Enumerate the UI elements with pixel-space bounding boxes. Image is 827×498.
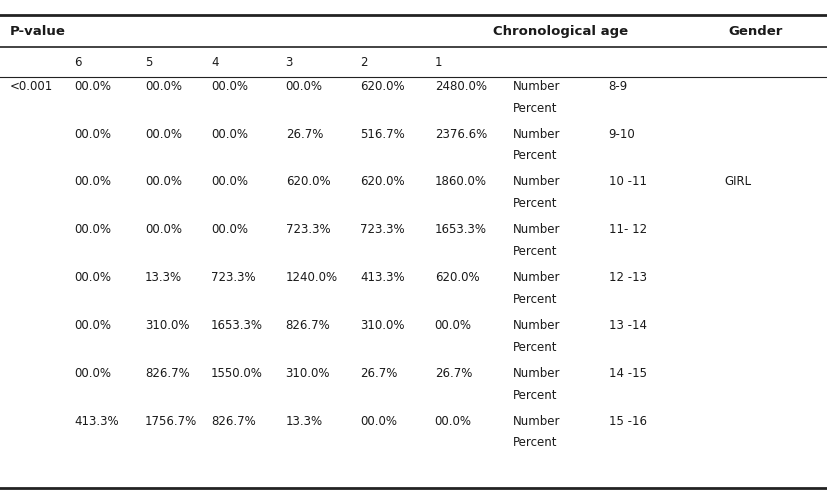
Text: Percent: Percent xyxy=(513,197,557,210)
Text: 310.0%: 310.0% xyxy=(145,319,189,332)
Text: 00.0%: 00.0% xyxy=(211,223,248,236)
Text: 723.3%: 723.3% xyxy=(360,223,404,236)
Text: 620.0%: 620.0% xyxy=(434,271,479,284)
Text: 00.0%: 00.0% xyxy=(74,80,112,93)
Text: 14 -15: 14 -15 xyxy=(608,367,646,379)
Text: 13 -14: 13 -14 xyxy=(608,319,646,332)
Text: Number: Number xyxy=(513,319,560,332)
Text: 723.3%: 723.3% xyxy=(285,223,330,236)
Text: Gender: Gender xyxy=(728,24,782,38)
Text: 2480.0%: 2480.0% xyxy=(434,80,486,93)
Text: 13.3%: 13.3% xyxy=(285,414,323,427)
Text: 11- 12: 11- 12 xyxy=(608,223,646,236)
Text: 620.0%: 620.0% xyxy=(360,80,404,93)
Text: 3: 3 xyxy=(285,56,293,69)
Text: 826.7%: 826.7% xyxy=(145,367,189,379)
Text: 310.0%: 310.0% xyxy=(285,367,330,379)
Text: 12 -13: 12 -13 xyxy=(608,271,646,284)
Text: 620.0%: 620.0% xyxy=(285,175,330,188)
Text: 00.0%: 00.0% xyxy=(145,175,182,188)
Text: 00.0%: 00.0% xyxy=(74,175,112,188)
Text: 26.7%: 26.7% xyxy=(285,127,323,140)
Text: Number: Number xyxy=(513,223,560,236)
Text: Number: Number xyxy=(513,127,560,140)
Text: P-value: P-value xyxy=(10,24,65,38)
Text: 00.0%: 00.0% xyxy=(434,319,471,332)
Text: 00.0%: 00.0% xyxy=(145,223,182,236)
Text: 1653.3%: 1653.3% xyxy=(434,223,486,236)
Text: 1: 1 xyxy=(434,56,442,69)
Text: 00.0%: 00.0% xyxy=(74,271,112,284)
Text: 516.7%: 516.7% xyxy=(360,127,404,140)
Text: 00.0%: 00.0% xyxy=(74,127,112,140)
Text: 1550.0%: 1550.0% xyxy=(211,367,263,379)
Text: 00.0%: 00.0% xyxy=(285,80,323,93)
Text: 2376.6%: 2376.6% xyxy=(434,127,486,140)
Text: 2: 2 xyxy=(360,56,367,69)
Text: 413.3%: 413.3% xyxy=(360,271,404,284)
Text: Chronological age: Chronological age xyxy=(492,24,627,38)
Text: 723.3%: 723.3% xyxy=(211,271,256,284)
Text: 00.0%: 00.0% xyxy=(74,223,112,236)
Text: 5: 5 xyxy=(145,56,152,69)
Text: Number: Number xyxy=(513,271,560,284)
Text: 1653.3%: 1653.3% xyxy=(211,319,263,332)
Text: Number: Number xyxy=(513,367,560,379)
Text: Percent: Percent xyxy=(513,388,557,401)
Text: 00.0%: 00.0% xyxy=(360,414,397,427)
Text: GIRL: GIRL xyxy=(724,175,751,188)
Text: 00.0%: 00.0% xyxy=(74,367,112,379)
Text: 1860.0%: 1860.0% xyxy=(434,175,486,188)
Text: Percent: Percent xyxy=(513,149,557,162)
Text: 10 -11: 10 -11 xyxy=(608,175,646,188)
Text: Number: Number xyxy=(513,80,560,93)
Text: 310.0%: 310.0% xyxy=(360,319,404,332)
Text: Percent: Percent xyxy=(513,436,557,449)
Text: 13.3%: 13.3% xyxy=(145,271,182,284)
Text: 00.0%: 00.0% xyxy=(145,127,182,140)
Text: 6: 6 xyxy=(74,56,82,69)
Text: 826.7%: 826.7% xyxy=(211,414,256,427)
Text: 15 -16: 15 -16 xyxy=(608,414,646,427)
Text: <0.001: <0.001 xyxy=(10,80,53,93)
Text: 00.0%: 00.0% xyxy=(145,80,182,93)
Text: 620.0%: 620.0% xyxy=(360,175,404,188)
Text: 826.7%: 826.7% xyxy=(285,319,330,332)
Text: 4: 4 xyxy=(211,56,218,69)
Text: 413.3%: 413.3% xyxy=(74,414,119,427)
Text: 26.7%: 26.7% xyxy=(434,367,471,379)
Text: 00.0%: 00.0% xyxy=(74,319,112,332)
Text: 9-10: 9-10 xyxy=(608,127,634,140)
Text: 00.0%: 00.0% xyxy=(211,80,248,93)
Text: 00.0%: 00.0% xyxy=(434,414,471,427)
Text: Percent: Percent xyxy=(513,245,557,258)
Text: 00.0%: 00.0% xyxy=(211,175,248,188)
Text: Percent: Percent xyxy=(513,341,557,354)
Text: 1756.7%: 1756.7% xyxy=(145,414,197,427)
Text: Number: Number xyxy=(513,175,560,188)
Text: 8-9: 8-9 xyxy=(608,80,627,93)
Text: 26.7%: 26.7% xyxy=(360,367,397,379)
Text: 1240.0%: 1240.0% xyxy=(285,271,337,284)
Text: Percent: Percent xyxy=(513,293,557,306)
Text: 00.0%: 00.0% xyxy=(211,127,248,140)
Text: Number: Number xyxy=(513,414,560,427)
Text: Percent: Percent xyxy=(513,102,557,115)
